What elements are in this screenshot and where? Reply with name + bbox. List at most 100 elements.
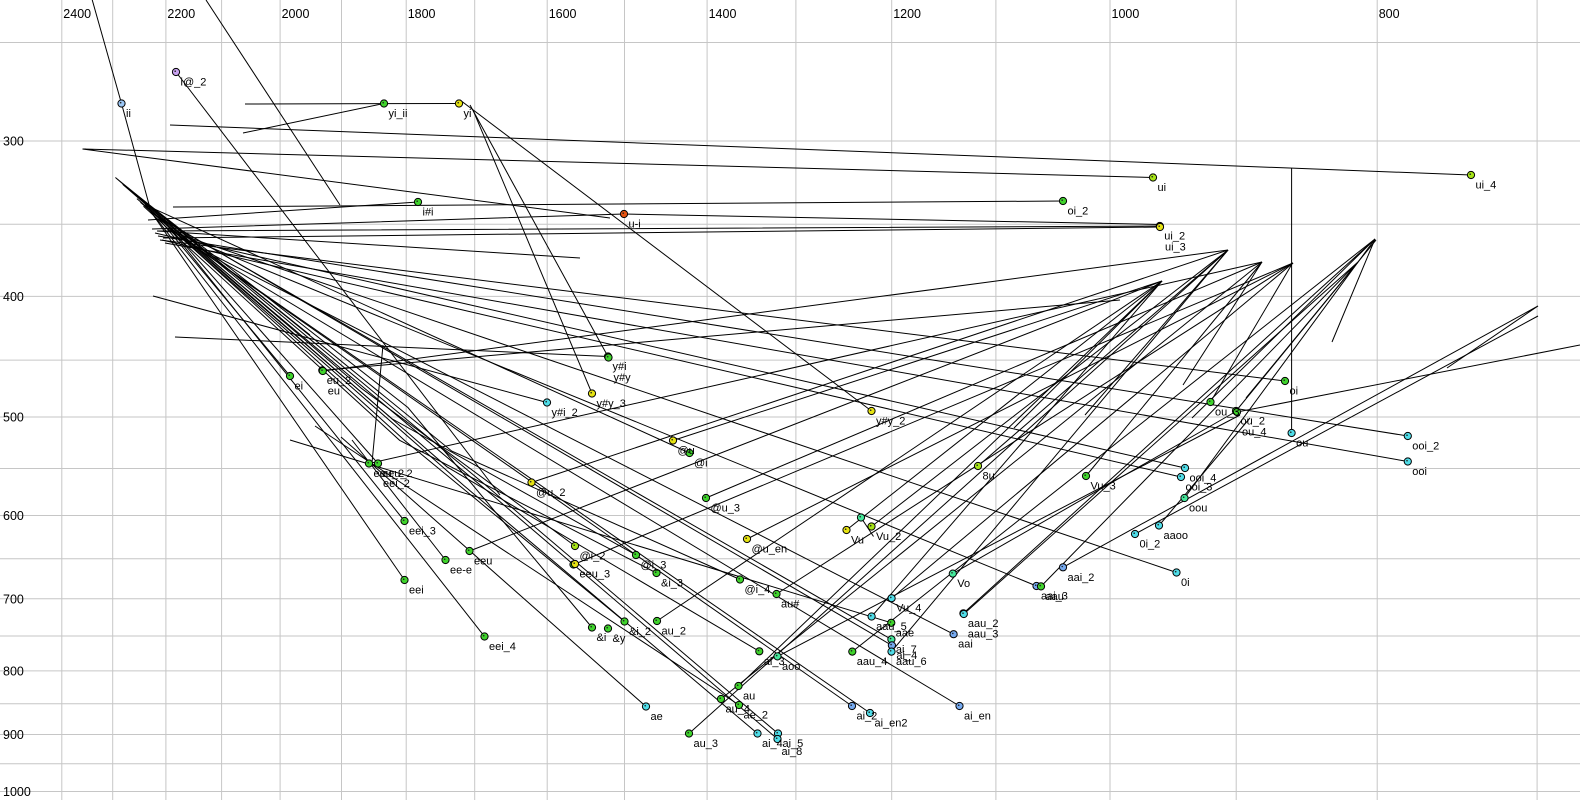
svg-text:aai: aai [958, 639, 973, 651]
svg-text:i@_2: i@_2 [181, 77, 207, 89]
svg-text:1800: 1800 [408, 7, 436, 21]
svg-text:ui_2: ui_2 [1164, 231, 1185, 243]
svg-text:0i_2: 0i_2 [1140, 539, 1161, 551]
svg-text:y#y_3: y#y_3 [597, 398, 626, 410]
svg-text:aau_6: aau_6 [896, 656, 927, 668]
svg-text:aaoo: aaoo [1164, 530, 1188, 542]
svg-text:ai_5: ai_5 [783, 738, 804, 750]
svg-text:500: 500 [3, 411, 24, 425]
svg-text:aau_3: aau_3 [968, 629, 999, 641]
svg-text:ai_3: ai_3 [764, 656, 785, 668]
svg-text:Vo: Vo [957, 578, 970, 590]
svg-text:ee-e: ee-e [450, 565, 472, 577]
svg-text:1000: 1000 [1112, 7, 1140, 21]
svg-text:eeu_3: eeu_3 [580, 569, 611, 581]
svg-text:aae: aae [896, 627, 914, 639]
svg-text:@i: @i [694, 458, 708, 470]
svg-text:aau: aau [1046, 591, 1064, 603]
svg-text:@u_2: @u_2 [536, 487, 566, 499]
svg-text:eei_3: eei_3 [409, 526, 436, 538]
svg-text:ooi_4: ooi_4 [1190, 473, 1217, 485]
svg-text:y#y: y#y [614, 372, 632, 384]
svg-text:Vu: Vu [851, 535, 864, 547]
svg-text:aai_2: aai_2 [1068, 572, 1095, 584]
svg-text:2400: 2400 [63, 7, 91, 21]
svg-text:Vu_4: Vu_4 [896, 603, 921, 615]
svg-text:ooi_3: ooi_3 [1186, 482, 1213, 494]
svg-text:y#y_2: y#y_2 [876, 416, 905, 428]
svg-text:ooi_2: ooi_2 [1412, 441, 1439, 453]
svg-text:2000: 2000 [282, 7, 310, 21]
svg-text:900: 900 [3, 728, 24, 742]
svg-text:600: 600 [3, 509, 24, 523]
svg-text:0i: 0i [1181, 577, 1190, 589]
svg-text:eu: eu [328, 386, 340, 398]
svg-text:1200: 1200 [893, 7, 921, 21]
svg-text:au: au [743, 691, 755, 703]
svg-text:Vu_2: Vu_2 [876, 531, 901, 543]
svg-text:ai_8: ai_8 [782, 746, 803, 758]
svg-text:&i_2: &i_2 [629, 626, 651, 638]
svg-text:eeu_2: eeu_2 [374, 468, 405, 480]
svg-text:@u_3: @u_3 [711, 503, 741, 515]
svg-text:ui_3: ui_3 [1165, 242, 1186, 254]
svg-text:aau_2: aau_2 [968, 618, 999, 630]
svg-text:eei: eei [409, 585, 424, 597]
svg-text:@i_2: @i_2 [580, 551, 606, 563]
svg-text:au_2: au_2 [662, 626, 686, 638]
svg-text:au_3: au_3 [694, 738, 718, 750]
svg-text:ii: ii [126, 108, 131, 120]
svg-text:800: 800 [3, 664, 24, 678]
svg-text:eei_4: eei_4 [489, 641, 516, 653]
svg-text:&i: &i [597, 632, 607, 644]
svg-text:ooi: ooi [1412, 466, 1427, 478]
svg-text:700: 700 [3, 592, 24, 606]
svg-text:ou_3: ou_3 [1215, 407, 1239, 419]
svg-text:ou_2: ou_2 [1241, 416, 1265, 428]
svg-text:oi: oi [1290, 386, 1299, 398]
svg-text:ai_4: ai_4 [762, 738, 783, 750]
svg-text:ae: ae [651, 711, 663, 723]
svg-text:y#i_2: y#i_2 [552, 407, 578, 419]
svg-text:aau_5: aau_5 [876, 621, 907, 633]
svg-text:800: 800 [1379, 7, 1400, 21]
svg-text:ai_7: ai_7 [896, 644, 917, 656]
svg-text:&i_3: &i_3 [661, 578, 683, 590]
svg-text:aau_4: aau_4 [857, 656, 888, 668]
svg-text:ai_4: ai_4 [896, 650, 917, 662]
svg-text:ae_2: ae_2 [744, 710, 768, 722]
svg-text:ui_4: ui_4 [1476, 180, 1497, 192]
svg-text:y#i: y#i [613, 361, 627, 373]
svg-text:aai_3: aai_3 [1041, 591, 1068, 603]
svg-text:8u: 8u [983, 471, 995, 483]
svg-text:ai_en2: ai_en2 [875, 718, 908, 730]
svg-text:2200: 2200 [167, 7, 195, 21]
svg-text:1000: 1000 [3, 785, 31, 799]
svg-text:u-i: u-i [629, 219, 641, 231]
svg-text:yi_ii: yi_ii [389, 108, 408, 120]
svg-text:eei_2: eei_2 [383, 478, 410, 490]
svg-text:@i_4: @i_4 [745, 584, 771, 596]
svg-text:ai_2: ai_2 [857, 711, 878, 723]
svg-text:ou: ou [1296, 438, 1308, 450]
svg-text:au_4: au_4 [726, 704, 750, 716]
svg-text:yi: yi [464, 108, 472, 120]
svg-text:eu_2: eu_2 [327, 375, 351, 387]
svg-text:@i_3: @i_3 [641, 560, 667, 572]
svg-text:au#: au# [781, 599, 800, 611]
svg-text:Vu_3: Vu_3 [1091, 481, 1116, 493]
svg-text:@u: @u [678, 445, 695, 457]
svg-text:ai_en: ai_en [964, 711, 991, 723]
svg-text:i#i: i#i [423, 207, 434, 219]
svg-text:ou_4: ou_4 [1242, 427, 1266, 439]
svg-text:ui: ui [1158, 182, 1167, 194]
svg-text:400: 400 [3, 290, 24, 304]
svg-text:1600: 1600 [549, 7, 577, 21]
svg-text:1400: 1400 [709, 7, 737, 21]
svg-text:@u_en: @u_en [752, 544, 788, 556]
svg-text:aoo: aoo [782, 661, 800, 673]
svg-text:eeu: eeu [474, 556, 492, 568]
svg-text:oou: oou [1189, 503, 1207, 515]
svg-text:ei: ei [295, 381, 304, 393]
svg-text:eeu_2: eeu_2 [382, 468, 413, 480]
